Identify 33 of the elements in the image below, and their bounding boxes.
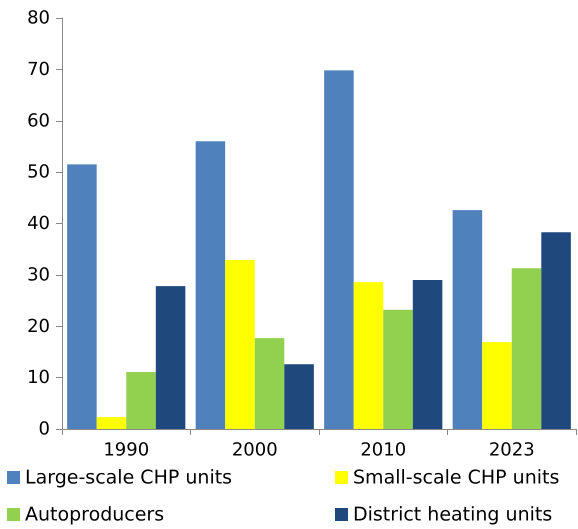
legend-label: Large-scale CHP units <box>25 466 232 488</box>
bar <box>541 232 571 429</box>
bar <box>354 282 384 429</box>
y-tick-label: 0 <box>38 418 50 440</box>
bar <box>324 70 354 429</box>
bar <box>412 280 442 429</box>
bar <box>126 372 156 429</box>
y-tick-label: 30 <box>27 264 50 286</box>
y-tick-label: 40 <box>27 213 50 234</box>
y-tick-label: 50 <box>27 162 50 183</box>
y-tick-label: 60 <box>27 110 50 132</box>
bar <box>512 268 542 429</box>
bar <box>96 417 126 429</box>
bar <box>225 260 255 429</box>
legend-label: District heating units <box>353 504 552 526</box>
x-tick-label: 2010 <box>360 440 406 460</box>
bar <box>452 210 482 429</box>
bar <box>383 310 413 429</box>
bar <box>284 364 314 429</box>
legend-label: Autoproducers <box>25 504 164 526</box>
bar <box>67 164 97 429</box>
x-tick-label: 1990 <box>103 440 150 460</box>
y-tick-label: 80 <box>27 8 50 28</box>
y-tick-label: 70 <box>27 58 50 80</box>
y-tick-label: 10 <box>27 367 50 388</box>
bar <box>482 342 512 429</box>
bar <box>254 338 284 429</box>
y-tick-label: 20 <box>27 316 50 337</box>
bar <box>196 141 226 429</box>
legend-label: Small-scale CHP units <box>353 466 560 488</box>
x-tick-label: 2000 <box>232 440 278 460</box>
bar <box>156 286 186 429</box>
x-tick-label: 2023 <box>488 440 535 460</box>
